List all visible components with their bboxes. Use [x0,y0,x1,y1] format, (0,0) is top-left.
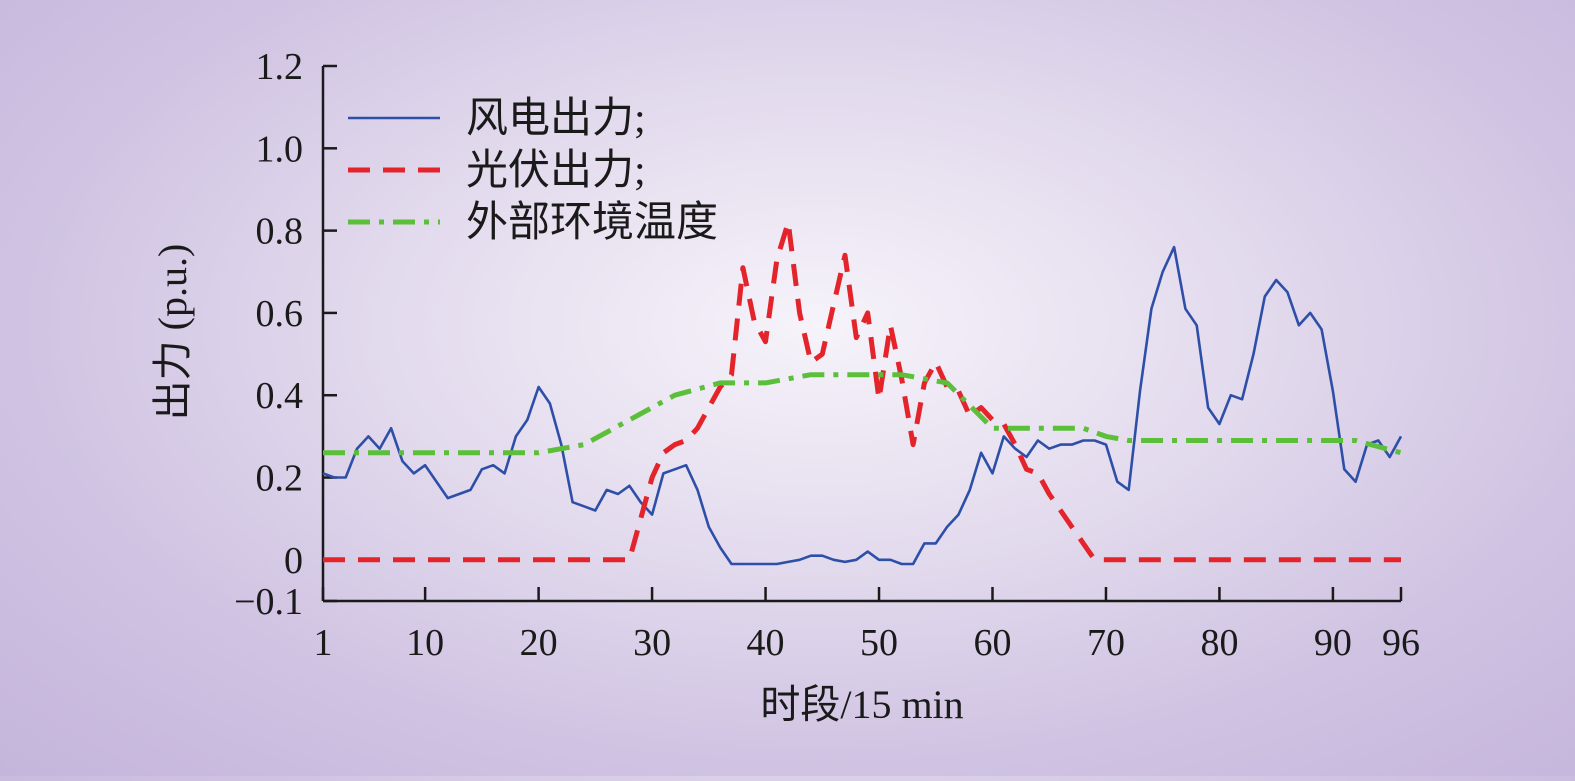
y-tick-label: 0 [284,540,303,582]
x-ticks: 1 10 20 30 40 50 60 70 80 90 96 [314,587,1420,664]
x-tick-label: 60 [973,622,1011,664]
y-axis-title: 出力 (p.u.) [150,244,195,421]
legend: 风电出力; 光伏出力; 外部环境温度 [348,96,718,246]
y-tick-label: 0.4 [256,375,304,417]
legend-label-3: 外部环境温度 [466,199,718,246]
series-line-1 [322,245,1403,566]
x-tick-label: 96 [1382,622,1420,664]
x-tick-label: 30 [633,622,671,664]
x-tick-label: 1 [314,622,333,664]
series-line-3 [323,372,1402,456]
x-tick-label: 20 [520,622,558,664]
y-tick-label: 0.2 [256,458,304,500]
y-ticks: −0.10 0.2 0.4 0.6 0.8 1.0 1.2 [234,46,337,623]
x-tick-label: 80 [1200,622,1238,664]
y-tick-label: −0.1 [234,581,303,623]
x-tick-label: 50 [860,622,898,664]
y-tick-label: 0.8 [256,211,304,253]
series-line-2 [323,219,1401,563]
legend-label-2: 光伏出力; [466,148,646,194]
x-tick-label: 40 [747,622,785,664]
y-tick-label: 1.0 [256,128,304,170]
legend-label-1: 风电出力; [466,96,646,142]
y-tick-label: 0.6 [256,293,304,335]
x-tick-label: 90 [1314,622,1352,664]
x-tick-label: 70 [1087,622,1125,664]
x-axis-title: 时段/15 min [760,682,963,727]
x-tick-label: 10 [406,622,444,664]
y-tick-label: 1.2 [256,46,304,88]
series-lines [322,219,1403,566]
axes [321,66,1401,603]
